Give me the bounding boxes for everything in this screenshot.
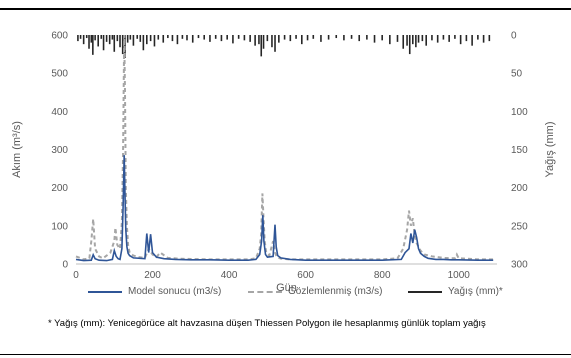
x-tick-label: 800	[374, 270, 391, 281]
legend-label-rain: Yağış (mm)*	[448, 286, 503, 297]
legend-item-rain: Yağış (mm)*	[408, 286, 503, 297]
legend-label-model: Model sonucu (m3/s)	[128, 286, 222, 297]
y-tick-label: 600	[51, 31, 68, 42]
observed-flow-line	[75, 34, 494, 261]
legend-label-observed: Gözlemlenmiş (m3/s)	[288, 286, 383, 297]
legend-swatch-rain	[408, 290, 442, 293]
y2-tick-label: 250	[511, 221, 528, 232]
y-tick-label: 300	[51, 145, 68, 156]
y2-axis-title: Yağış (mm)	[544, 121, 556, 177]
top-rule	[0, 8, 571, 10]
y2-tick-label: 300	[511, 260, 528, 271]
y-axis-title: Akım (m³/s)	[11, 121, 23, 178]
y-tick-label: 100	[51, 221, 68, 232]
x-tick-label: 400	[221, 270, 238, 281]
y2-tick-label: 0	[511, 31, 517, 42]
bottom-rule	[0, 354, 571, 355]
ticks-layer: 0 200 400 600 800 1000 0 100 200 300 400 500 600 0 50 1…	[51, 31, 528, 282]
y-tick-label: 500	[51, 69, 68, 80]
legend: Model sonucu (m3/s) Gözlemlenmiş (m3/s) …	[0, 286, 571, 302]
x-tick-label: 0	[73, 270, 79, 281]
legend-swatch-model	[88, 290, 122, 293]
x-axis-title: Gün	[276, 282, 297, 292]
x-tick-label: 200	[144, 270, 161, 281]
y2-tick-label: 50	[511, 69, 523, 80]
legend-swatch-observed	[248, 290, 282, 293]
y-tick-label: 400	[51, 107, 68, 118]
x-tick-label: 1000	[448, 270, 471, 281]
y2-tick-label: 150	[511, 145, 528, 156]
hydrograph-chart: 0 200 400 600 800 1000 0 100 200 300 400 500 600 0 50 1…	[11, 31, 556, 293]
y-tick-label: 200	[51, 183, 68, 194]
y-tick-label: 0	[62, 260, 68, 271]
x-tick-label: 600	[297, 270, 314, 281]
legend-item-model: Model sonucu (m3/s)	[88, 286, 221, 297]
y2-tick-label: 200	[511, 183, 528, 194]
model-flow-line	[75, 155, 494, 262]
footnote: * Yağış (mm): Yenicegörüce alt havzasına…	[48, 318, 486, 329]
y2-tick-label: 100	[511, 107, 528, 118]
legend-item-observed: Gözlemlenmiş (m3/s)	[248, 286, 382, 297]
series-layer	[75, 34, 494, 262]
